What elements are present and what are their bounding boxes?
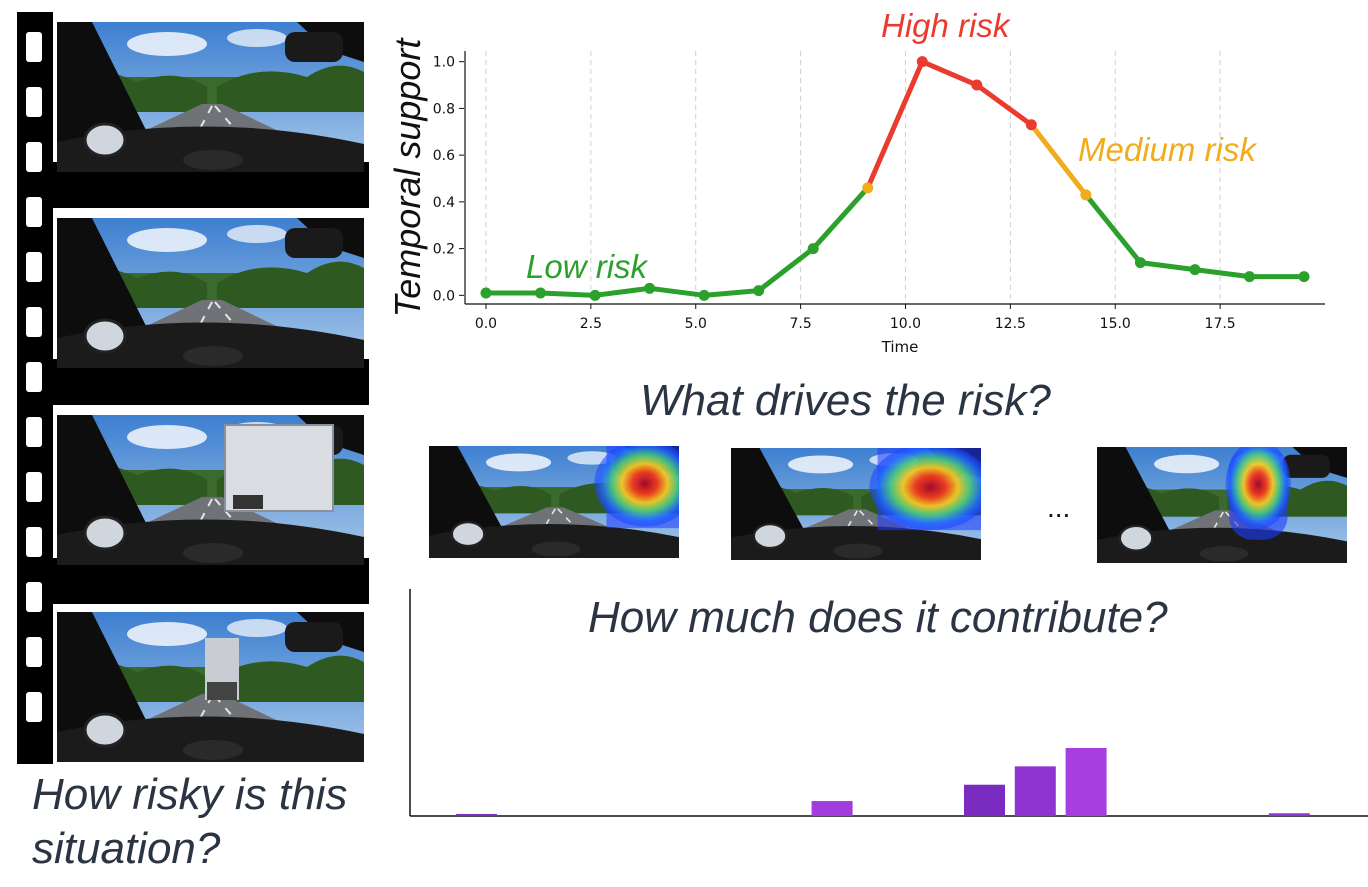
series-segment-6: [810, 185, 871, 252]
y-tick-label-0: 0.0: [433, 288, 455, 304]
contribution-bar-chart: [409, 589, 1368, 817]
x-tick-label-1: 2.5: [580, 316, 602, 332]
series-segment-8: [919, 59, 980, 88]
x-tick-label-6: 15.0: [1100, 316, 1131, 332]
data-point-13: [1189, 264, 1201, 276]
data-point-2: [589, 289, 601, 301]
chart-axes: [459, 51, 1325, 309]
data-point-15: [1298, 271, 1310, 283]
y-tick-label-4: 0.8: [433, 101, 455, 117]
heatmap-frame-2: [731, 448, 981, 560]
contribution-bar-11: [1014, 766, 1056, 816]
contribution-bar-7: [811, 801, 853, 816]
series-points: [480, 56, 1310, 301]
data-point-8: [916, 56, 928, 68]
question-what-drives: What drives the risk?: [640, 376, 1051, 425]
series-segment-7: [865, 59, 925, 191]
data-point-10: [1025, 119, 1037, 131]
series-segment-13: [1192, 267, 1252, 280]
data-point-4: [698, 289, 710, 301]
series-segment-11: [1083, 192, 1143, 266]
x-tick-label-2: 5.0: [685, 316, 707, 332]
data-point-14: [1243, 271, 1255, 283]
series-segment-9: [974, 82, 1034, 128]
contribution-bar-0: [456, 813, 497, 816]
contribution-bar-16: [1268, 813, 1310, 816]
series-line: [483, 59, 1307, 298]
x-tick-labels: 0.0 2.5 5.0 7.5 10.0 12.5 15.0 17.5: [475, 316, 1236, 332]
bar-chart-axes: [409, 589, 1368, 817]
x-tick-label-7: 17.5: [1205, 316, 1236, 332]
dashcam-frame-3: [57, 415, 364, 565]
series-segment-3: [647, 285, 707, 298]
x-tick-label-3: 7.5: [789, 316, 811, 332]
chart-grid: [485, 51, 1221, 304]
x-tick-label-4: 10.0: [890, 316, 921, 332]
annotation-medium-risk: Medium risk: [1078, 131, 1257, 168]
data-point-6: [807, 243, 819, 255]
series-segment-2: [592, 285, 653, 298]
data-point-9: [971, 79, 983, 91]
temporal-support-chart: 0.0 2.5 5.0 7.5 10.0 12.5 15.0 17.5 0.00.20.40.…: [387, 7, 1325, 356]
data-point-5: [753, 285, 765, 297]
series-segment-5: [756, 246, 816, 294]
annotation-high-risk: High risk: [881, 7, 1011, 44]
heatmap-frame-1: [429, 446, 679, 558]
contribution-bar-12: [1065, 748, 1107, 816]
dashcam-frame-2: [57, 218, 364, 368]
heatmap-frame-3: [1097, 447, 1347, 563]
x-axis-label: Time: [881, 338, 919, 356]
data-point-7: [862, 182, 874, 194]
dashcam-frame-1: [57, 22, 364, 172]
data-point-0: [480, 287, 492, 299]
data-point-12: [1134, 257, 1146, 269]
question-how-risky: How risky is this situation?: [32, 770, 348, 873]
y-tick-label-1: 0.2: [433, 242, 455, 258]
series-segment-1: [538, 290, 598, 298]
data-point-1: [535, 287, 547, 299]
series-segment-10: [1028, 122, 1089, 198]
data-point-3: [644, 282, 656, 294]
x-tick-label-5: 12.5: [995, 316, 1026, 332]
y-tick-label-3: 0.6: [433, 148, 455, 164]
contribution-bar-10: [964, 784, 1005, 816]
y-tick-label-5: 1.0: [433, 55, 455, 71]
annotation-low-risk: Low risk: [526, 248, 649, 285]
question-how-much: How much does it contribute?: [588, 593, 1168, 642]
y-axis-label: Temporal support: [387, 37, 428, 318]
x-tick-label-0: 0.0: [475, 316, 497, 332]
y-tick-labels: 0.0 0.2 0.4 0.6 0.8 1.0: [433, 55, 455, 305]
series-segment-4: [701, 288, 762, 298]
contribution-bars: [456, 748, 1310, 816]
dashcam-frame-4: [57, 612, 364, 762]
y-tick-label-2: 0.4: [433, 195, 455, 211]
data-point-11: [1080, 189, 1092, 201]
film-strip: [17, 12, 369, 764]
ellipsis: ...: [1047, 492, 1071, 523]
series-segment-12: [1137, 260, 1198, 273]
